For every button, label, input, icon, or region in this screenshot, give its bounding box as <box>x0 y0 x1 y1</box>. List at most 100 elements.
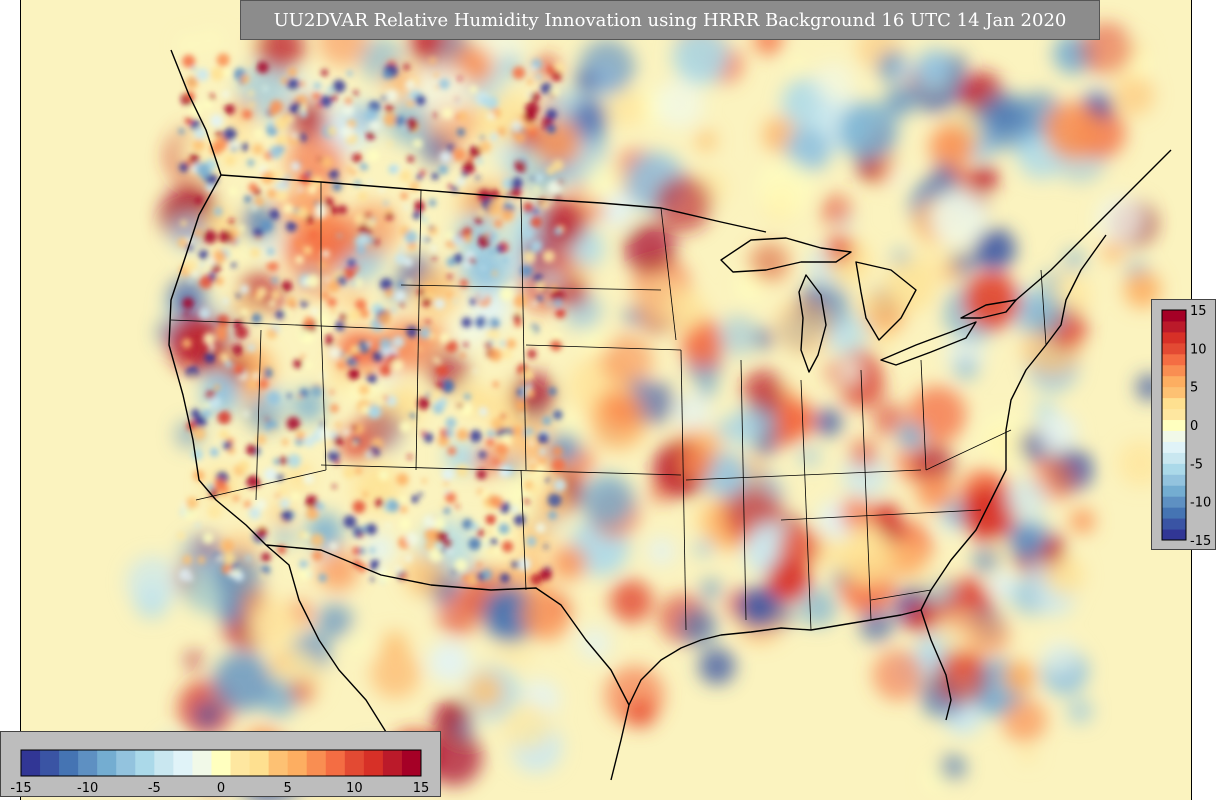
field-speckle <box>216 555 222 562</box>
field-speckle <box>462 518 473 530</box>
field-speckle <box>297 206 309 219</box>
field-speckle <box>266 247 275 256</box>
field-blob <box>1124 271 1161 308</box>
field-speckle <box>337 361 345 370</box>
field-speckle <box>552 159 564 172</box>
field-blob <box>954 356 978 381</box>
smooth-field <box>126 15 1164 800</box>
field-speckle <box>439 151 452 163</box>
field-blob <box>1002 698 1047 743</box>
field-speckle <box>338 205 347 215</box>
field-speckle <box>511 560 520 569</box>
field-speckle <box>394 252 407 265</box>
field-speckle <box>210 114 224 128</box>
field-speckle <box>310 533 324 547</box>
field-speckle <box>501 540 514 553</box>
field-speckle <box>353 278 363 288</box>
field-speckle <box>502 177 514 190</box>
field-speckle <box>443 540 452 549</box>
field-speckle <box>554 193 561 201</box>
field-blob <box>679 607 718 647</box>
field-blob <box>585 160 626 201</box>
field-speckle <box>423 432 434 443</box>
field-speckle <box>426 392 431 398</box>
field-speckle <box>327 280 340 293</box>
field-blob <box>939 754 966 781</box>
field-speckle <box>540 82 553 95</box>
field-speckle <box>522 250 536 264</box>
field-speckle <box>303 436 315 448</box>
field-speckle <box>351 359 358 366</box>
field-blob <box>570 184 587 201</box>
field-speckle <box>207 505 222 519</box>
field-speckle <box>552 410 563 420</box>
field-speckle <box>438 78 450 90</box>
colorbar-swatch <box>97 750 117 776</box>
field-speckle <box>445 492 457 504</box>
field-speckle <box>431 390 443 401</box>
field-blob <box>178 533 222 577</box>
map-panel[interactable] <box>20 0 1192 800</box>
field-blob <box>1037 412 1078 453</box>
field-blob <box>1007 522 1045 560</box>
field-speckle <box>354 213 366 225</box>
field-speckle <box>425 237 431 243</box>
field-speckle <box>352 546 361 556</box>
field-speckle <box>399 301 405 307</box>
field-speckle <box>240 142 249 152</box>
field-speckle <box>328 346 342 360</box>
field-speckle <box>525 162 531 168</box>
field-speckle <box>514 159 528 173</box>
colorbar-tick-label: 5 <box>1190 381 1198 396</box>
field-speckle <box>451 186 459 193</box>
field-speckle <box>342 428 350 437</box>
field-speckle <box>382 69 392 79</box>
field-speckle <box>178 128 185 135</box>
field-speckle <box>509 186 522 198</box>
field-speckle <box>385 212 394 221</box>
colorbar-swatch <box>1162 518 1186 530</box>
field-speckle <box>541 125 547 130</box>
field-speckle <box>499 502 511 514</box>
field-speckle <box>216 53 230 67</box>
field-blob <box>649 481 672 504</box>
field-speckle <box>433 112 438 118</box>
field-speckle <box>367 180 373 185</box>
field-blob <box>1044 101 1102 160</box>
field-speckle <box>421 431 426 436</box>
field-speckle <box>456 99 461 104</box>
field-blob <box>887 539 927 579</box>
field-speckle <box>528 461 539 472</box>
field-speckle <box>196 68 209 82</box>
field-blob <box>201 29 223 51</box>
colorbar-swatch <box>363 750 384 776</box>
field-speckle <box>365 523 377 535</box>
field-speckle <box>383 112 398 127</box>
humidity-innovation-map[interactable] <box>21 0 1191 800</box>
field-speckle <box>246 444 258 456</box>
field-speckle <box>514 319 522 327</box>
field-speckle <box>259 369 266 377</box>
field-blob <box>1040 270 1061 291</box>
field-speckle <box>296 431 305 441</box>
colorbar-swatch <box>325 750 346 776</box>
field-speckle <box>180 220 187 227</box>
field-blob <box>290 679 315 704</box>
field-speckle <box>403 64 410 70</box>
field-speckle <box>500 414 506 419</box>
field-speckle <box>396 473 409 486</box>
field-speckle <box>287 454 302 468</box>
field-speckle <box>490 538 498 546</box>
field-blob <box>437 593 481 637</box>
field-speckle <box>306 507 319 520</box>
field-speckle <box>190 373 195 378</box>
colorbar-swatch <box>1162 342 1186 355</box>
field-speckle <box>273 458 281 465</box>
field-speckle <box>214 478 226 491</box>
field-speckle <box>539 448 547 456</box>
colorbar-swatch <box>59 750 79 776</box>
field-speckle <box>287 67 297 77</box>
field-speckle <box>463 342 469 348</box>
field-speckle <box>513 313 521 322</box>
field-speckle <box>348 368 360 380</box>
